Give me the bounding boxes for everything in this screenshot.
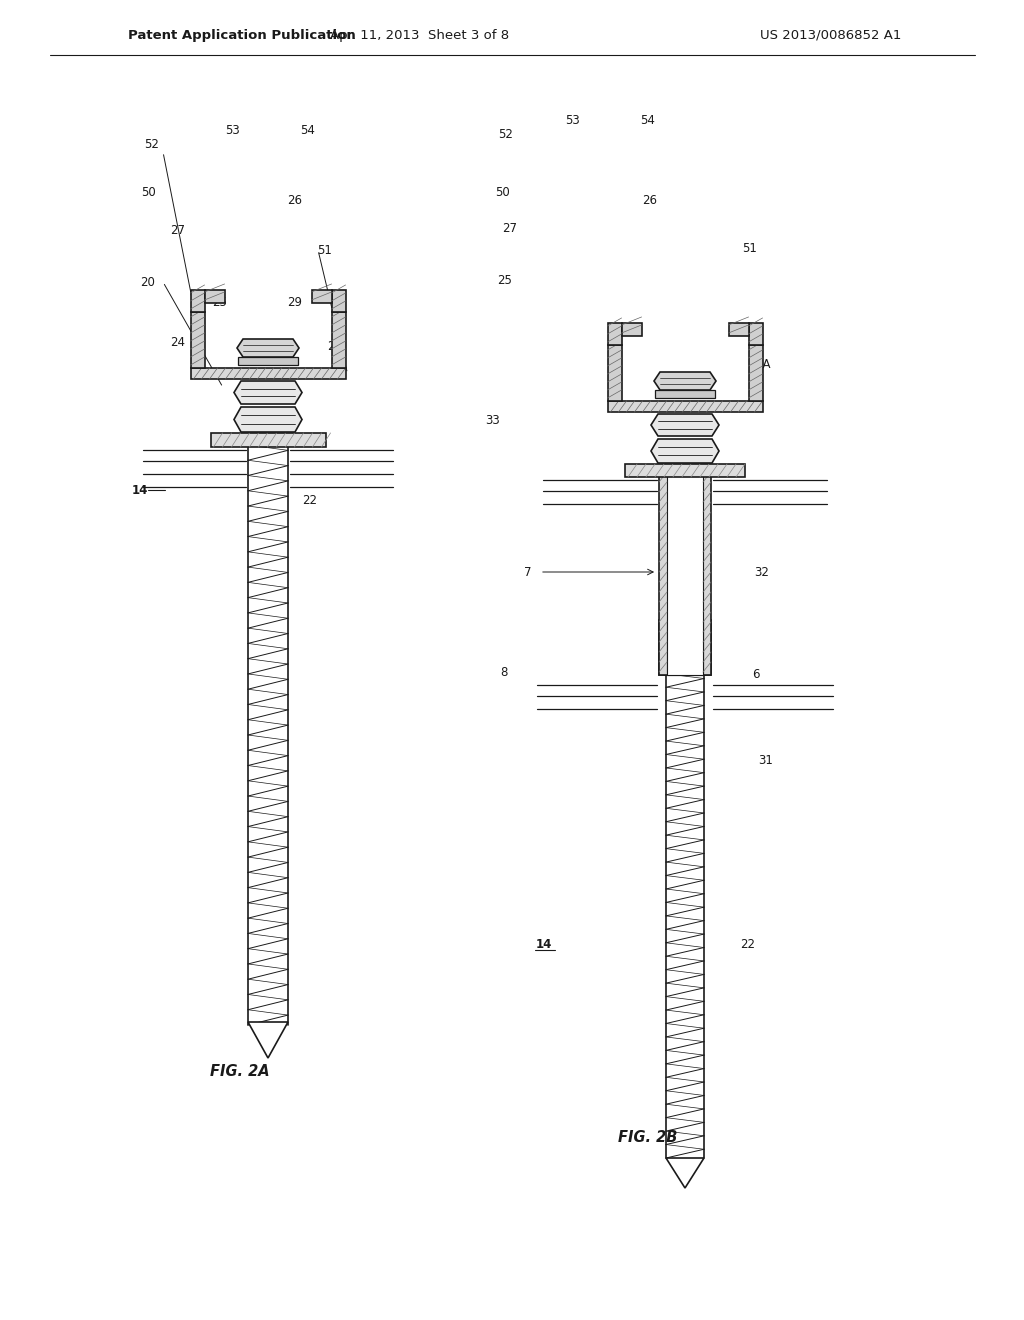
Text: 51: 51 <box>742 242 758 255</box>
Text: 22: 22 <box>740 939 756 952</box>
Bar <box>332 290 345 312</box>
Bar <box>238 356 298 366</box>
Text: 27: 27 <box>171 223 185 236</box>
Text: 53: 53 <box>225 124 241 136</box>
Bar <box>655 389 715 399</box>
Text: 20: 20 <box>140 276 156 289</box>
Text: 24: 24 <box>171 335 185 348</box>
Bar <box>667 470 703 675</box>
Text: FIG. 2B: FIG. 2B <box>618 1130 678 1146</box>
Text: 25: 25 <box>498 273 512 286</box>
Text: 8: 8 <box>501 665 508 678</box>
Bar <box>659 620 711 675</box>
Bar <box>728 323 749 337</box>
Bar <box>607 401 763 412</box>
Text: 29: 29 <box>288 296 302 309</box>
Bar <box>622 323 641 337</box>
Bar <box>190 368 345 379</box>
Text: Patent Application Publication: Patent Application Publication <box>128 29 355 41</box>
Text: 32: 32 <box>755 565 769 578</box>
Polygon shape <box>654 372 716 389</box>
Bar <box>248 445 288 1049</box>
Polygon shape <box>237 339 299 356</box>
Polygon shape <box>248 1022 288 1059</box>
Text: US 2013/0086852 A1: US 2013/0086852 A1 <box>760 29 901 41</box>
Text: 14: 14 <box>536 939 552 952</box>
Bar <box>211 433 326 447</box>
Polygon shape <box>651 414 719 436</box>
Bar <box>749 345 763 401</box>
Text: 22: 22 <box>302 494 317 507</box>
Text: 25: 25 <box>213 296 227 309</box>
Text: 50: 50 <box>495 186 509 198</box>
Text: 53: 53 <box>565 114 581 127</box>
Bar <box>666 620 705 1180</box>
Polygon shape <box>651 440 719 463</box>
Text: 26: 26 <box>288 194 302 206</box>
Bar <box>311 290 332 304</box>
Bar <box>659 470 711 675</box>
Bar <box>332 312 345 368</box>
Text: 54: 54 <box>301 124 315 136</box>
Bar <box>607 323 622 345</box>
Text: 27: 27 <box>503 222 517 235</box>
Bar <box>190 290 205 312</box>
Text: 52: 52 <box>144 139 160 152</box>
Text: 31: 31 <box>759 754 773 767</box>
Text: 26: 26 <box>642 194 657 206</box>
Polygon shape <box>234 381 302 404</box>
Bar <box>205 290 224 304</box>
Text: 7: 7 <box>524 565 531 578</box>
Text: 33: 33 <box>485 413 501 426</box>
Text: 21: 21 <box>283 392 298 404</box>
Text: Apr. 11, 2013  Sheet 3 of 8: Apr. 11, 2013 Sheet 3 of 8 <box>331 29 510 41</box>
Bar <box>667 620 703 675</box>
Text: FIG. 2A: FIG. 2A <box>210 1064 269 1080</box>
Polygon shape <box>234 407 302 432</box>
Text: 14: 14 <box>132 483 148 496</box>
Bar <box>607 345 622 401</box>
Text: 54: 54 <box>641 114 655 127</box>
Text: 6A: 6A <box>756 359 771 371</box>
Bar <box>625 465 745 477</box>
Bar <box>190 312 205 368</box>
Text: 52: 52 <box>499 128 513 141</box>
Text: 6: 6 <box>753 668 760 681</box>
Text: 50: 50 <box>140 186 156 198</box>
Bar <box>749 323 763 345</box>
Polygon shape <box>666 1158 705 1188</box>
Text: 23: 23 <box>328 339 342 352</box>
Text: 51: 51 <box>317 243 333 256</box>
